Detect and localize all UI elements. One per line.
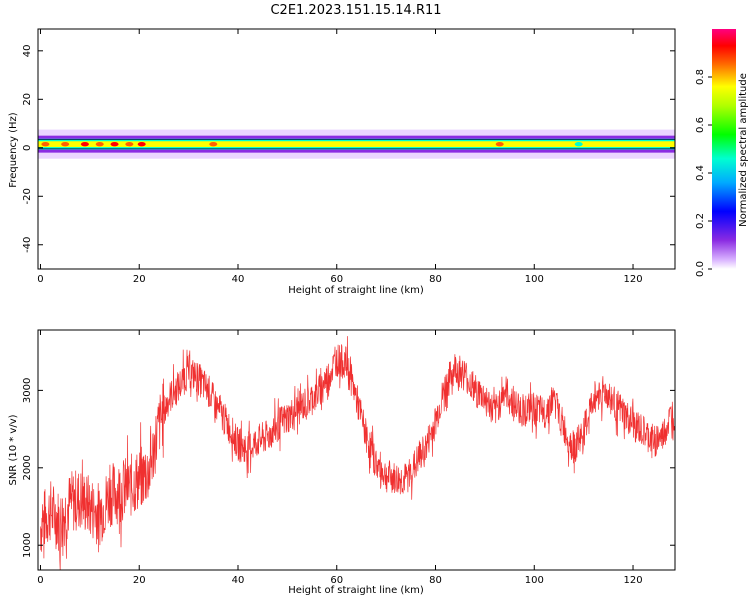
y-tick-label-1: -20 [22, 188, 33, 204]
spectrogram-peak-2 [80, 141, 89, 147]
colorbar-tick-label-2: 0.4 [695, 165, 706, 181]
snr-xlabel: Height of straight line (km) [288, 585, 424, 596]
figure-title: C2E1.2023.151.15.14.R11 [270, 3, 441, 18]
spectrogram-peak-8 [495, 141, 504, 147]
colorbar-tick-label-0: 0.0 [695, 261, 706, 277]
x-tick-label-3: 60 [330, 274, 343, 285]
spectrogram-peak-9 [574, 141, 583, 147]
y-tick-label-4: 40 [22, 44, 33, 57]
spectrogram-ticks: 0 20 40 60 80 100 120 -40 -20 0 20 40 [22, 29, 675, 285]
x-tick-label-4: 80 [429, 575, 442, 586]
spectrogram-band-3 [38, 141, 675, 148]
spectrogram-peak-0 [41, 141, 50, 147]
x-tick-label-0: 0 [37, 575, 43, 586]
spectrogram-ylabel: Frequency (Hz) [8, 112, 19, 188]
snr-plot-area [40, 336, 675, 570]
snr-ticks: 0 20 40 60 80 100 120 1000 2000 3000 [22, 330, 675, 586]
y-tick-label-2: 3000 [22, 378, 33, 403]
x-tick-label-1: 20 [133, 575, 146, 586]
colorbar-label: Normalized spectral amplitude [738, 73, 749, 227]
x-tick-label-6: 120 [623, 575, 642, 586]
spectrogram-peak-4 [110, 141, 119, 147]
colorbar-tick-label-1: 0.2 [695, 213, 706, 229]
spectrogram-panel: 0 20 40 60 80 100 120 -40 -20 0 20 40 Height of str… [8, 28, 676, 296]
spectrogram-peak-5 [125, 141, 134, 147]
x-tick-label-5: 100 [525, 575, 544, 586]
colorbar-tick-label-3: 0.6 [695, 117, 706, 133]
colorbar-bar [712, 29, 736, 269]
spectrogram-xlabel: Height of straight line (km) [288, 285, 424, 296]
snr-panel: 0 20 40 60 80 100 120 1000 2000 3000 Height of st… [8, 329, 676, 596]
x-tick-label-5: 100 [525, 274, 544, 285]
snr-line [40, 336, 675, 570]
spectrogram-peak-3 [95, 141, 104, 147]
snr-ylabel: SNR (10 * v/v) [8, 414, 19, 485]
spectrogram-peak-7 [209, 141, 218, 147]
x-tick-label-0: 0 [37, 274, 43, 285]
snr-frame [37, 329, 676, 571]
x-tick-label-3: 60 [330, 575, 343, 586]
x-tick-label-4: 80 [429, 274, 442, 285]
x-tick-label-6: 120 [623, 274, 642, 285]
y-tick-label-3: 20 [22, 93, 33, 106]
y-tick-label-2: 0 [22, 145, 33, 151]
x-tick-label-2: 40 [232, 274, 245, 285]
colorbar: 0.0 0.2 0.4 0.6 0.8 Normalized spectral ampl… [695, 29, 749, 277]
y-tick-label-0: -40 [22, 237, 33, 253]
y-tick-label-0: 1000 [22, 532, 33, 557]
x-tick-label-2: 40 [232, 575, 245, 586]
x-tick-label-1: 20 [133, 274, 146, 285]
colorbar-tick-label-4: 0.8 [695, 69, 706, 85]
y-tick-label-1: 2000 [22, 455, 33, 480]
spectrogram-plot-area [38, 129, 675, 159]
spectrogram-peak-1 [61, 141, 70, 147]
spectrogram-frame [37, 28, 676, 270]
spectrogram-peak-6 [137, 141, 146, 147]
colorbar-ticks: 0.0 0.2 0.4 0.6 0.8 [695, 69, 712, 277]
